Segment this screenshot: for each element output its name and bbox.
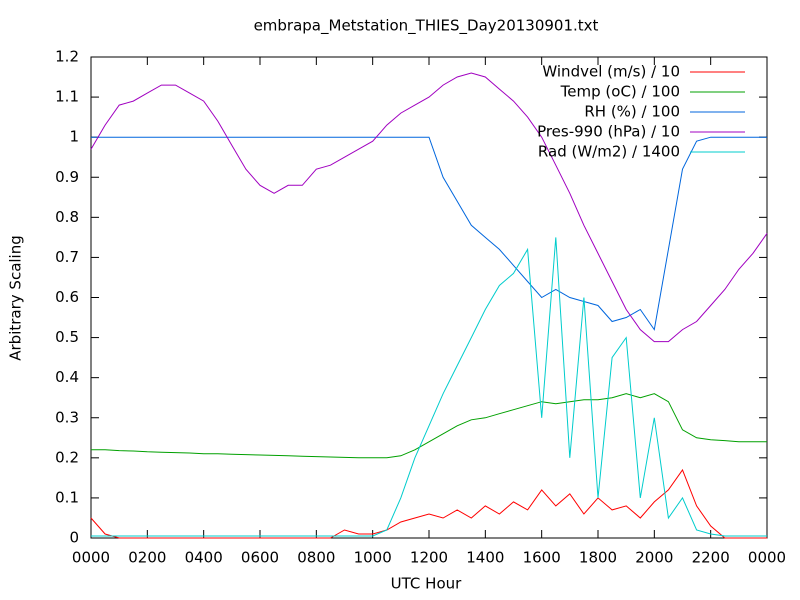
x-tick-label: 2200: [692, 549, 730, 567]
x-axis-label: UTC Hour: [391, 575, 462, 593]
x-tick-label: 0600: [241, 549, 279, 567]
legend-label: Temp (oC) / 100: [560, 83, 680, 101]
y-tick-label: 0.6: [55, 288, 79, 306]
x-tick-label: 0000: [748, 549, 786, 567]
series-line: [91, 237, 767, 537]
series-line: [91, 393, 767, 459]
x-tick-label: 1400: [466, 549, 504, 567]
x-tick-label: 1000: [354, 549, 392, 567]
y-tick-label: 1.2: [55, 48, 79, 66]
series-line: [90, 468, 767, 539]
y-tick-label: 0: [69, 529, 79, 547]
chart-title: embrapa_Metstation_THIES_Day20130901.txt: [254, 17, 599, 36]
y-tick-label: 0.7: [55, 248, 79, 266]
x-tick-label: 0000: [72, 549, 110, 567]
y-tick-label: 0.3: [55, 408, 79, 426]
y-tick-label: 1: [69, 128, 79, 146]
x-tick-label: 2000: [635, 549, 673, 567]
y-tick-label: 0.1: [55, 488, 79, 506]
x-tick-label: 0200: [128, 549, 166, 567]
y-tick-label: 0.8: [55, 208, 79, 226]
legend-label: Pres-990 (hPa) / 10: [537, 123, 680, 141]
y-tick-label: 1.1: [55, 88, 79, 106]
x-tick-label: 1800: [579, 549, 617, 567]
y-tick-label: 0.5: [55, 328, 79, 346]
series-line: [90, 72, 768, 343]
y-tick-label: 0.9: [55, 168, 79, 186]
x-tick-label: 1200: [410, 549, 448, 567]
y-tick-label: 0.2: [55, 448, 79, 466]
x-tick-label: 0400: [185, 549, 223, 567]
series-line: [91, 136, 767, 331]
y-tick-label: 0.4: [55, 368, 79, 386]
legend-label: RH (%) / 100: [584, 103, 680, 121]
legend-label: Rad (W/m2) / 1400: [538, 143, 680, 161]
y-axis-label: Arbitrary Scaling: [7, 235, 25, 361]
x-tick-label: 0800: [297, 549, 335, 567]
x-tick-label: 1600: [523, 549, 561, 567]
legend-label: Windvel (m/s) / 10: [542, 63, 680, 81]
